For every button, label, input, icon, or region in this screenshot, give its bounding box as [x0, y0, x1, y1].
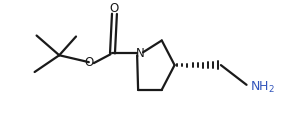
- Text: N: N: [136, 47, 145, 60]
- Text: NH$_2$: NH$_2$: [251, 80, 275, 95]
- Text: O: O: [84, 56, 93, 69]
- Text: O: O: [110, 2, 119, 15]
